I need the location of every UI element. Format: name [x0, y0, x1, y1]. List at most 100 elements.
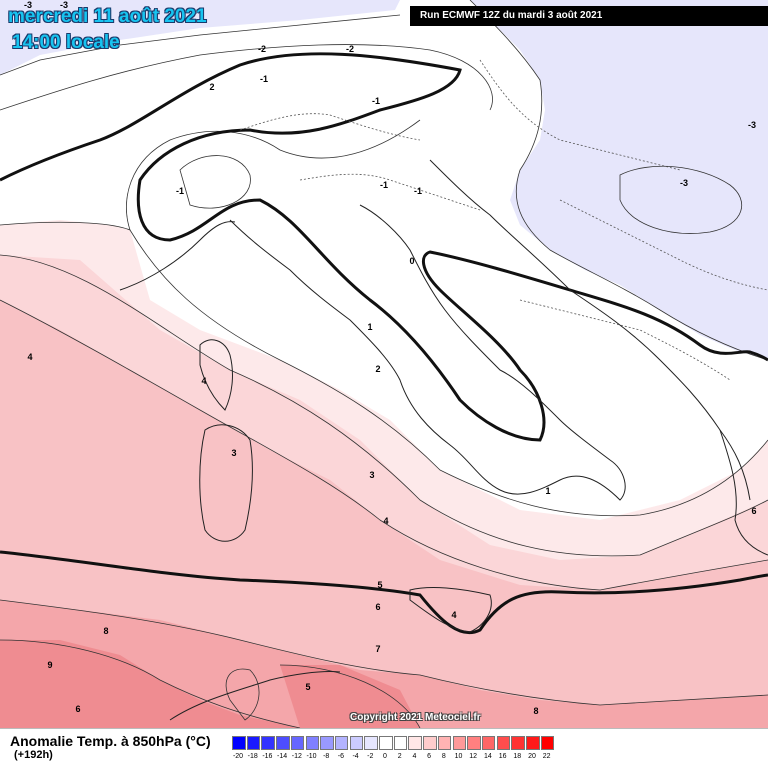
legend-subtitle: (+192h)	[14, 749, 53, 761]
scale-swatch	[511, 736, 525, 750]
contour-label: -2	[258, 44, 266, 54]
contour-label: 1	[545, 486, 550, 496]
contour-label: -1	[380, 180, 388, 190]
contour-label: 5	[305, 682, 310, 692]
scale-tick-label: -8	[323, 753, 330, 760]
scale-tick-label: 18	[513, 753, 522, 760]
contour-label: -1	[176, 186, 184, 196]
scale-swatch	[393, 736, 408, 750]
contour-label: 4	[201, 376, 206, 386]
thin-contours	[0, 0, 768, 728]
scale-swatch	[364, 736, 378, 750]
contour-label: 4	[451, 610, 456, 620]
cold-anomaly-east	[470, 0, 768, 360]
borders	[239, 59, 768, 381]
contour-label: 8	[533, 706, 538, 716]
contour-label: 0	[409, 256, 414, 266]
scale-swatch	[452, 736, 467, 750]
scale-tick-label: 8	[441, 753, 446, 760]
contour-label: 7	[375, 644, 380, 654]
scale-tick-label: 4	[412, 753, 417, 760]
scale-swatch	[261, 736, 275, 750]
contour-labels: -3 -3 -2 -2 -1 -1 -1 -1 -1 -3 -3 0 1 1 2 2 3 3 4 4 4 4 5 6 6 7 8 8 9…	[24, 0, 757, 716]
contour-label: 1	[367, 322, 372, 332]
contour-label: 3	[231, 448, 236, 458]
contour-5	[0, 550, 768, 635]
contour-label: 4	[383, 516, 388, 526]
run-info: Run ECMWF 12Z du mardi 3 août 2021	[410, 6, 768, 26]
scale-swatch	[320, 736, 334, 750]
coast-corsica	[199, 339, 233, 411]
coast-sardinia	[199, 424, 253, 542]
scale-tick-label: -16	[262, 753, 273, 760]
scale-swatch	[481, 736, 496, 750]
contour-label: -1	[372, 96, 380, 106]
coast-sicily	[409, 587, 492, 633]
contour-label: -2	[346, 44, 354, 54]
scale-tick-label: -14	[277, 753, 288, 760]
cold-anomaly-north	[0, 0, 400, 75]
scale-tick-label: -4	[352, 753, 359, 760]
scale-tick-label: 16	[498, 753, 507, 760]
scale-tick-label: 10	[454, 753, 463, 760]
contour-label: 5	[377, 580, 382, 590]
scale-swatch	[276, 736, 290, 750]
scale-tick-label: 2	[397, 753, 402, 760]
contour-label: 8	[103, 626, 108, 636]
contour-label: 4	[27, 352, 32, 362]
warm-anomaly-8	[0, 640, 300, 728]
scale-tick-label: -2	[367, 753, 374, 760]
scale-tick-label: -12	[291, 753, 302, 760]
scale-swatch	[305, 736, 320, 750]
scale-swatch	[246, 736, 261, 750]
scale-tick-label: -18	[247, 753, 258, 760]
contour-label: 6	[75, 704, 80, 714]
coast-africa	[169, 671, 341, 721]
copyright-text: Copyright 2021 Meteociel.fr	[350, 712, 481, 723]
warm-anomaly-4	[0, 300, 768, 728]
scale-swatch	[379, 736, 393, 750]
coast-italy	[229, 204, 626, 501]
scale-swatch	[540, 736, 555, 750]
scale-tick-label: 0	[383, 753, 387, 760]
scale-swatch	[232, 736, 246, 750]
scale-tick-label: -20	[232, 753, 244, 760]
thick-contours	[0, 52, 768, 635]
contour-minus2	[0, 52, 768, 442]
scale-tick-label: 14	[483, 753, 492, 760]
contour-label: 6	[375, 602, 380, 612]
scale-swatch	[423, 736, 437, 750]
anomaly-map: -3 -3 -2 -2 -1 -1 -1 -1 -1 -3 -3 0 1 1 2 2 3 3 4 4 4 4 5 6 6 7 8 8 9…	[0, 0, 768, 728]
contour-label: 2	[375, 364, 380, 374]
scale-swatch	[349, 736, 364, 750]
scale-swatch	[408, 736, 422, 750]
contour-label: -3	[60, 0, 68, 10]
scale-swatch	[334, 736, 349, 750]
contour-label: 9	[47, 660, 52, 670]
scale-swatch	[496, 736, 511, 750]
legend-footer: Anomalie Temp. à 850hPa (°C) (+192h)	[0, 728, 768, 769]
warm-anomaly-8b	[280, 665, 420, 728]
coastlines	[119, 159, 768, 721]
contour-label: 6	[751, 506, 756, 516]
scale-tick-label: 6	[427, 753, 432, 760]
contour-label: -1	[414, 186, 422, 196]
legend-title: Anomalie Temp. à 850hPa (°C)	[10, 733, 211, 749]
contour-label: -1	[260, 74, 268, 84]
scale-swatch	[526, 736, 540, 750]
scale-tick-label: 12	[469, 753, 478, 760]
coast-ligurian	[119, 221, 236, 291]
contour-label: -3	[748, 120, 756, 130]
contour-label: 2	[209, 82, 214, 92]
forecast-date: mercredi 11 août 2021	[8, 6, 207, 27]
scale-tick-label: -6	[337, 753, 344, 760]
scale-tick-label: 20	[528, 753, 536, 760]
scale-tick-label: 22	[542, 753, 551, 760]
scale-swatch	[290, 736, 305, 750]
forecast-time: 14:00 locale	[12, 32, 120, 53]
contour-label: 3	[369, 470, 374, 480]
scale-tick-label: -10	[306, 753, 317, 760]
contour-label: -3	[24, 0, 32, 10]
contour-label: -3	[680, 178, 688, 188]
scale-swatch	[467, 736, 481, 750]
